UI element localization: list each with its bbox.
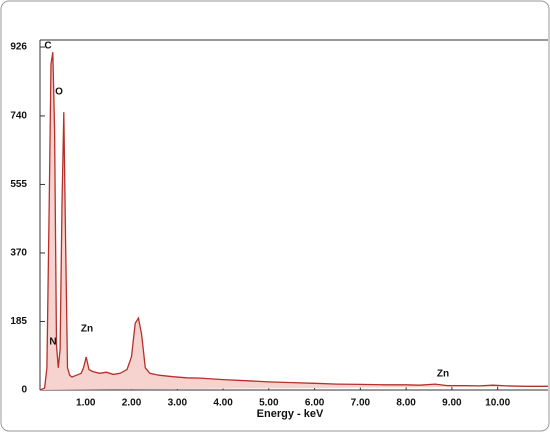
x-tick-label: 8.00 <box>396 398 416 409</box>
x-tick-label: 5.00 <box>259 398 279 409</box>
peak-label: O <box>55 87 63 98</box>
x-tick-label: 4.00 <box>213 398 233 409</box>
x-tick-label: 7.00 <box>351 398 371 409</box>
peak-label: N <box>49 337 56 348</box>
peak-label: Zn <box>81 324 93 335</box>
x-tick-label: 1.00 <box>76 398 96 409</box>
x-tick-label: 9.00 <box>442 398 462 409</box>
y-tick-label: 370 <box>10 248 27 259</box>
y-tick-label: 926 <box>10 42 27 53</box>
x-tick-label: 10.00 <box>485 398 510 409</box>
y-tick-label: 555 <box>10 179 27 190</box>
spectrum-line <box>39 52 548 391</box>
y-tick-label: 740 <box>10 111 27 122</box>
x-tick-label: 3.00 <box>168 398 188 409</box>
x-tick-label: 6.00 <box>305 398 325 409</box>
y-tick-label: 0 <box>21 385 27 396</box>
x-axis-label: Energy - keV <box>257 408 324 420</box>
peak-label: C <box>44 41 51 52</box>
y-tick-label: 185 <box>10 316 27 327</box>
x-tick-label: 2.00 <box>122 398 142 409</box>
peak-label: Zn <box>437 369 449 380</box>
